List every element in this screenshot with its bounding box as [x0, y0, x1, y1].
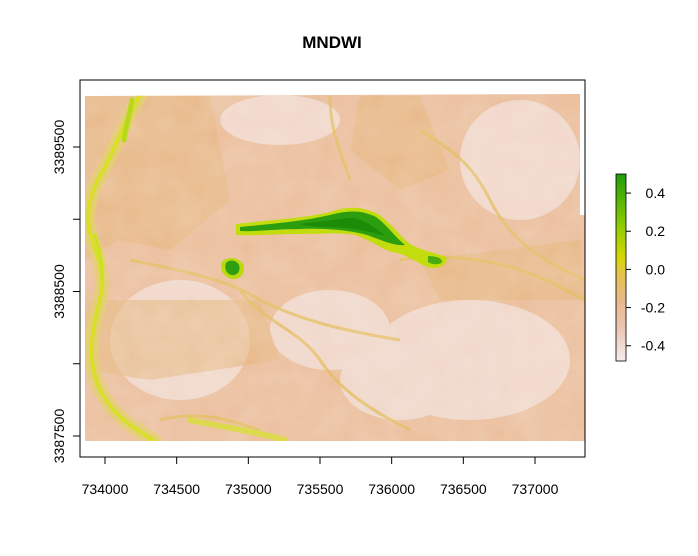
x-tick-label: 735000	[225, 481, 272, 497]
river-channel	[85, 94, 288, 441]
map-title: MNDWI	[302, 33, 361, 52]
x-tick-label: 736500	[440, 481, 487, 497]
x-tick-label: 736000	[368, 481, 415, 497]
mndwi-raster	[85, 94, 585, 441]
legend-tick-label: -0.2	[641, 300, 665, 316]
y-tick-label: 3389500	[51, 120, 67, 175]
y-tick-label: 3388500	[51, 264, 67, 319]
y-tick-label: 3387500	[51, 409, 67, 464]
legend-tick-label: 0.0	[646, 261, 666, 277]
x-tick-label: 737000	[512, 481, 559, 497]
legend-tick-label: 0.2	[646, 223, 666, 239]
x-tick-label: 734500	[153, 481, 200, 497]
water-body	[221, 207, 447, 280]
x-tick-label: 735500	[297, 481, 344, 497]
x-tick-label: 734000	[82, 481, 129, 497]
legend-tick-label: -0.4	[641, 338, 665, 354]
y-axis: 3387500 3388500 3389500	[51, 120, 81, 464]
terrain-texture	[85, 94, 585, 441]
x-axis: 734000 734500 735000 735500 736000 736500 7370…	[82, 456, 559, 497]
colorbar-gradient	[615, 173, 627, 362]
legend-tick-label: 0.4	[646, 185, 666, 201]
legend-colorbar: 0.4 0.2 0.0 -0.2 -0.4	[615, 173, 666, 362]
